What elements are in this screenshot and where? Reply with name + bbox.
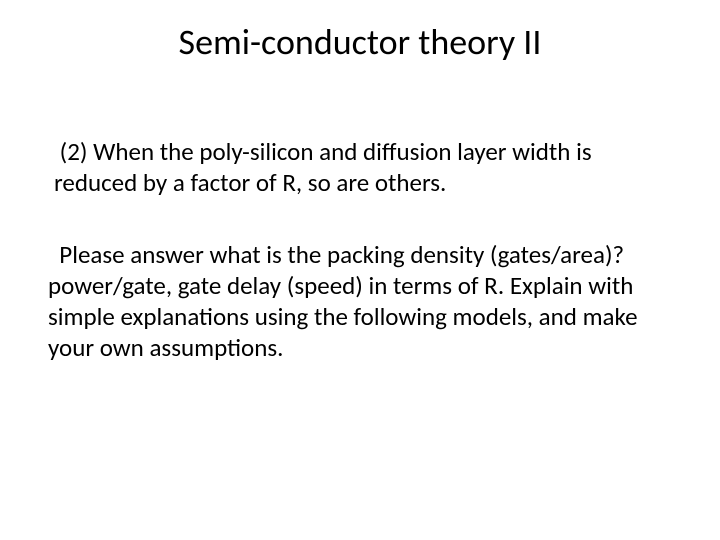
slide: Semi-conductor theory II (2) When the po… (0, 0, 720, 540)
paragraph-1: (2) When the poly-silicon and diffusion … (48, 136, 672, 199)
paragraph-2: Please answer what is the packing densit… (48, 239, 672, 364)
slide-title: Semi-conductor theory II (48, 20, 672, 64)
